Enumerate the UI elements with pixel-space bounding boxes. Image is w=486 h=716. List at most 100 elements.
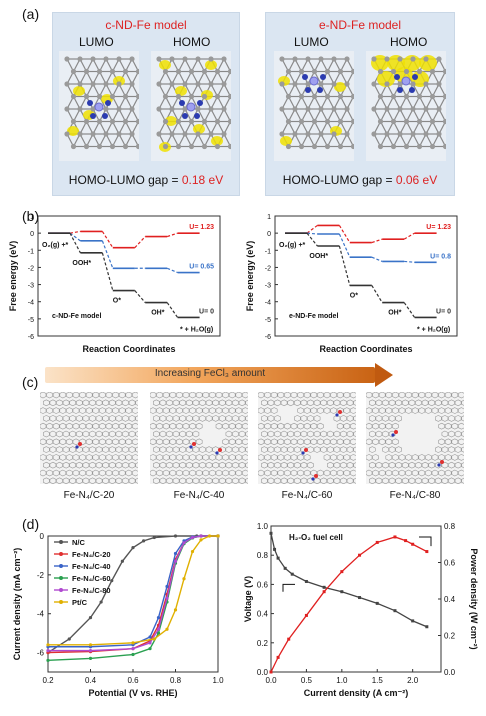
carbon-atom: [429, 118, 436, 125]
graphene-ring: [303, 407, 311, 414]
graphene-ring: [327, 430, 334, 438]
graphene-ring: [176, 438, 183, 446]
graphene-ring: [330, 407, 337, 414]
graphene-ring: [89, 399, 96, 407]
carbon-atom: [195, 56, 201, 62]
y-tick-label: -2: [265, 265, 271, 272]
graphene-ring: [274, 477, 281, 485]
graphene-ring: [327, 446, 334, 453]
graphene-ring: [115, 477, 123, 485]
graphene-ring: [132, 407, 139, 414]
graphene-ring: [408, 461, 416, 469]
carbon-atom: [208, 131, 214, 137]
graphene-ring: [212, 461, 219, 469]
carbon-atom: [318, 106, 324, 112]
graphene-ring: [232, 446, 239, 453]
data-point: [110, 579, 114, 583]
graphene-ring: [245, 477, 252, 485]
graphene-ring: [56, 446, 63, 453]
y-tick-label: -1: [265, 248, 271, 255]
carbon-atom: [337, 93, 344, 100]
graphene-ring: [327, 461, 334, 469]
graphene-ring: [350, 422, 357, 430]
data-point: [199, 538, 203, 542]
graphene-ring: [372, 422, 379, 430]
data-point: [46, 643, 50, 647]
carbon-atom: [324, 143, 331, 150]
graphene-ring: [264, 469, 271, 477]
carbon-atom: [156, 131, 162, 137]
graphene-ring: [277, 391, 285, 399]
graphene-ring: [238, 430, 246, 438]
carbon-atom: [135, 93, 142, 100]
graphene-ring: [169, 469, 177, 477]
graphene-ring: [458, 438, 465, 446]
c-lumo-structure: [59, 51, 142, 161]
data-point: [156, 627, 161, 631]
graphene-ring: [72, 407, 80, 414]
carbon-atom: [201, 68, 208, 75]
graphene-ring: [307, 430, 314, 438]
graphene-ring: [225, 399, 233, 407]
nitrogen-site: [391, 433, 395, 437]
carbon-atom: [436, 81, 442, 87]
graphene-ring: [388, 415, 396, 422]
graphene-ring: [421, 477, 429, 485]
carbon-atom: [109, 118, 116, 125]
graphene-ring: [56, 430, 63, 438]
label-fe-n4-c-40: Fe-N₄/C-40: [173, 490, 225, 501]
graphene-ring: [215, 391, 223, 399]
graphene-ring: [346, 399, 354, 407]
nitrogen-atom: [394, 74, 400, 80]
carbon-atom: [377, 68, 384, 75]
graphene-ring: [340, 477, 347, 485]
nitrogen-site: [335, 413, 339, 417]
graphene-ring: [435, 399, 442, 407]
graphene-ring: [46, 407, 53, 414]
model-label: c-ND-Fe model: [52, 313, 101, 320]
graphene-ring: [66, 422, 73, 430]
graphene-ring: [59, 469, 67, 477]
graphene-ring: [42, 399, 50, 407]
graphene-ring: [39, 407, 47, 414]
carbon-atom: [103, 81, 109, 87]
graphene-ring: [156, 391, 163, 399]
graphene-ring: [444, 422, 452, 430]
data-point: [142, 539, 146, 543]
graphene-ring: [336, 422, 344, 430]
e-gap-prefix: HOMO-LUMO gap =: [282, 173, 396, 187]
graphene-ring: [257, 469, 265, 477]
graphene-ring: [225, 446, 233, 453]
graphene-ring: [39, 422, 47, 430]
orbital-lobe: [280, 136, 292, 146]
carbon-atom: [298, 93, 305, 100]
graphene-ring: [189, 469, 196, 477]
energy-transition: [166, 267, 178, 274]
graphene-ring: [179, 446, 187, 453]
carbon-atom: [331, 56, 337, 62]
data-point: [152, 535, 156, 540]
graphene-ring: [92, 422, 100, 430]
data-point: [358, 553, 362, 557]
graphene-ring: [242, 438, 249, 446]
series-label: U= 1.23: [426, 224, 451, 231]
graphene-ring: [461, 399, 468, 407]
data-point: [276, 655, 280, 659]
y-tick-label: -3: [265, 283, 271, 290]
graphene-ring: [382, 477, 389, 485]
data-point: [322, 585, 326, 589]
graphene-ring: [343, 422, 351, 430]
graphene-ring: [260, 430, 268, 438]
graphene-ring: [317, 469, 324, 477]
step-label: O₂(g) +*: [279, 242, 306, 249]
graphene-ring: [242, 391, 249, 399]
carbon-atom: [423, 106, 429, 112]
graphene-ring: [395, 415, 403, 422]
graphene-ring: [372, 454, 379, 461]
y-axis-label: Free energy (eV): [245, 241, 255, 312]
graphene-ring: [115, 399, 123, 407]
graphene-ring: [270, 407, 278, 414]
graphene-ring: [52, 391, 60, 399]
graphene-ring: [66, 391, 73, 399]
graphene-ring: [82, 446, 90, 453]
